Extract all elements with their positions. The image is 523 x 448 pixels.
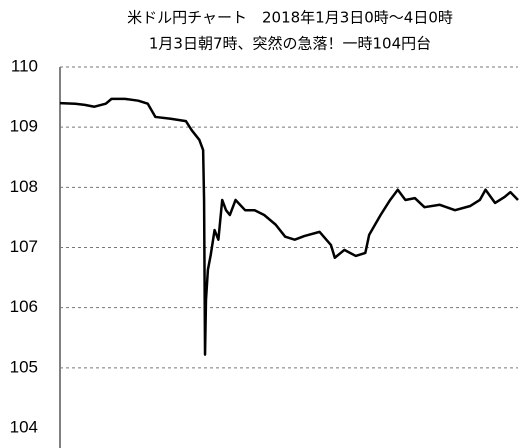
y-tick-label: 105: [10, 357, 38, 376]
y-tick-label: 108: [10, 177, 38, 196]
y-tick-label: 106: [10, 297, 38, 316]
y-tick-label: 107: [10, 237, 38, 256]
price-line: [59, 97, 519, 356]
y-tick-label: 109: [10, 117, 38, 136]
chart-title: 米ドル円チャート 2018年1月3日0時～4日0時: [127, 9, 453, 27]
y-tick-label: 104: [10, 417, 38, 436]
y-tick-label: 110: [11, 56, 38, 75]
chart-subtitle: 1月3日朝7時、突然の急落！一時104円台: [149, 35, 431, 53]
